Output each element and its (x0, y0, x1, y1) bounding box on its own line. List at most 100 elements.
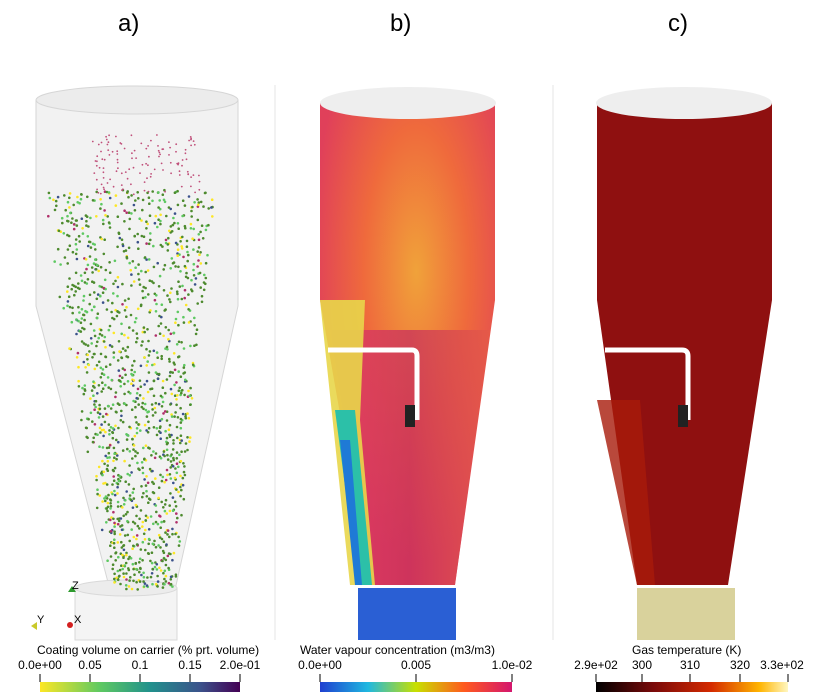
particle (116, 522, 120, 526)
particle (153, 565, 157, 569)
particle (116, 500, 120, 504)
particle (106, 299, 110, 302)
particle (203, 273, 206, 277)
particle (165, 419, 169, 422)
particle (158, 536, 162, 539)
particle (143, 478, 146, 481)
particle (149, 238, 152, 242)
particle (204, 282, 207, 286)
particle (92, 436, 95, 440)
particle (172, 442, 175, 445)
particle (191, 363, 195, 367)
particle (170, 172, 173, 175)
particle (119, 517, 123, 520)
particle (113, 581, 116, 584)
particle (162, 520, 166, 523)
particle (200, 300, 204, 304)
particle (124, 171, 127, 174)
particle (144, 270, 147, 274)
particle (162, 169, 164, 171)
particle (106, 182, 109, 184)
particle (120, 414, 123, 418)
particle (179, 459, 183, 463)
particle (105, 483, 109, 486)
particle (94, 405, 97, 409)
particle (183, 473, 187, 477)
particle (160, 405, 164, 408)
particle (137, 467, 140, 471)
particle (105, 135, 107, 138)
particle (109, 518, 112, 522)
particle (177, 389, 181, 393)
particle (104, 430, 107, 434)
particle (119, 419, 123, 422)
particle (96, 312, 100, 316)
particle (116, 569, 120, 573)
particle (112, 469, 115, 473)
particle (74, 242, 78, 246)
particle (169, 492, 172, 495)
particle (96, 340, 99, 344)
particle (124, 249, 128, 252)
particle (179, 485, 182, 489)
particle (179, 494, 182, 498)
particle (162, 557, 166, 560)
particle (162, 334, 165, 338)
particle (117, 440, 120, 444)
particle (102, 286, 105, 290)
vessel-top-c (596, 87, 772, 119)
particle (98, 332, 102, 336)
particle (132, 280, 136, 283)
particle (196, 218, 200, 222)
particle (73, 293, 76, 297)
particle (180, 450, 183, 454)
particle (112, 292, 115, 295)
colorbar-a-tick: 2.0e-01 (219, 658, 261, 672)
particle (106, 505, 110, 509)
particle (128, 450, 132, 453)
particle (154, 452, 158, 455)
particle (112, 331, 116, 335)
particle (159, 153, 162, 156)
particle (156, 377, 160, 381)
particle (98, 407, 102, 411)
particle (175, 343, 179, 346)
particle (135, 332, 139, 335)
particle (141, 495, 144, 499)
particle (170, 392, 174, 396)
particle (123, 147, 126, 150)
particle (97, 384, 101, 387)
particle (170, 287, 173, 290)
particle (138, 283, 142, 286)
particle (104, 214, 107, 217)
particle (85, 282, 89, 285)
particle (170, 433, 173, 437)
particle (101, 387, 105, 391)
particle (188, 436, 192, 439)
particle (169, 575, 173, 579)
particle (196, 250, 199, 253)
particle (120, 184, 123, 187)
particle (128, 539, 131, 543)
particle (87, 417, 90, 421)
particle (120, 202, 123, 205)
particle (95, 316, 99, 320)
particle (98, 166, 101, 169)
particle (85, 435, 88, 439)
particle (133, 522, 137, 525)
particle (140, 573, 143, 577)
particle (112, 510, 115, 514)
particle (160, 303, 164, 307)
particle (184, 226, 187, 230)
particle (131, 329, 135, 332)
particle (103, 188, 105, 191)
particle (62, 306, 65, 310)
particle (114, 194, 118, 197)
particle (92, 305, 96, 309)
particle (174, 321, 177, 325)
particle (124, 513, 128, 516)
particle (82, 299, 85, 302)
particle (168, 229, 171, 233)
particle (144, 286, 147, 290)
particle (151, 199, 154, 203)
